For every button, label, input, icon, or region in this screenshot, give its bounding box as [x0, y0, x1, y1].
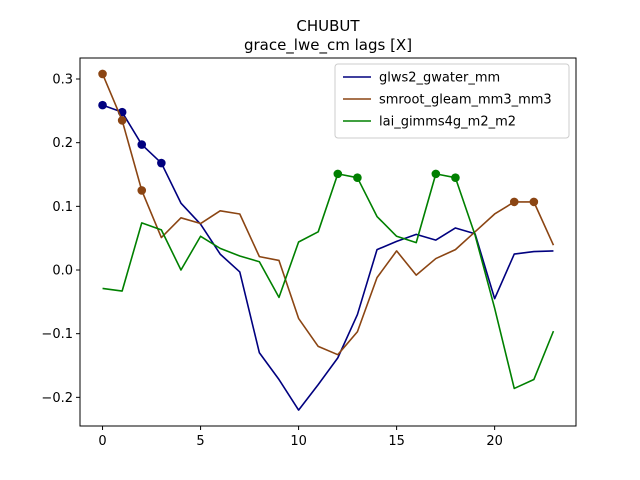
series-marker-lai_gimms4g_m2_m2	[353, 173, 362, 182]
x-tick-label: 15	[388, 434, 405, 449]
series-line-lai_gimms4g_m2_m2	[102, 173, 555, 390]
series-marker-lai_gimms4g_m2_m2	[333, 169, 343, 179]
legend: glws2_gwater_mm smroot_gleam_mm3_mm3 lai_g…	[334, 63, 570, 139]
y-tick-label: 0.0	[52, 264, 73, 279]
series-marker-glws2_gwater_mm	[137, 140, 147, 149]
legend-box	[334, 63, 570, 139]
series-marker-glws2_gwater_mm	[157, 158, 166, 168]
y-tick-label: 0.2	[52, 136, 73, 151]
axes-frame	[79, 57, 577, 427]
series-marker-glws2_gwater_mm	[98, 100, 107, 110]
legend-label: glws2_gwater_mm	[379, 71, 500, 86]
chart-title: CHUBUT	[296, 17, 360, 35]
series-marker-smroot_gleam_mm3_mm3	[117, 116, 127, 125]
series-marker-lai_gimms4g_m2_m2	[451, 173, 460, 182]
series-marker-smroot_gleam_mm3_mm3	[529, 197, 539, 207]
chart-subtitle: grace_lwe_cm lags [X]	[244, 36, 412, 55]
series-marker-lai_gimms4g_m2_m2	[431, 169, 441, 179]
legend-label: smroot_gleam_mm3_mm3	[379, 93, 552, 108]
series-line-smroot_gleam_mm3_mm3	[101, 73, 555, 356]
y-tick-label: 0.3	[52, 73, 73, 88]
plot-area: 0 5 10 15 20 −0.2 −0.1 0.0 0.1 0.2 0.3	[41, 69, 555, 449]
y-tick-label: 0.1	[52, 200, 73, 215]
series-line-glws2_gwater_mm	[102, 104, 554, 411]
series-marker-smroot_gleam_mm3_mm3	[98, 69, 107, 79]
y-tick-label: −0.1	[41, 327, 73, 342]
x-tick-label: 20	[486, 434, 503, 449]
series-marker-smroot_gleam_mm3_mm3	[137, 186, 147, 195]
legend-label: lai_gimms4g_m2_m2	[379, 115, 516, 130]
series-marker-smroot_gleam_mm3_mm3	[509, 197, 519, 207]
x-tick-label: 10	[290, 434, 307, 449]
x-tick-label: 0	[98, 434, 106, 449]
y-tick-label: −0.2	[41, 391, 73, 406]
x-tick-label: 5	[196, 434, 204, 449]
